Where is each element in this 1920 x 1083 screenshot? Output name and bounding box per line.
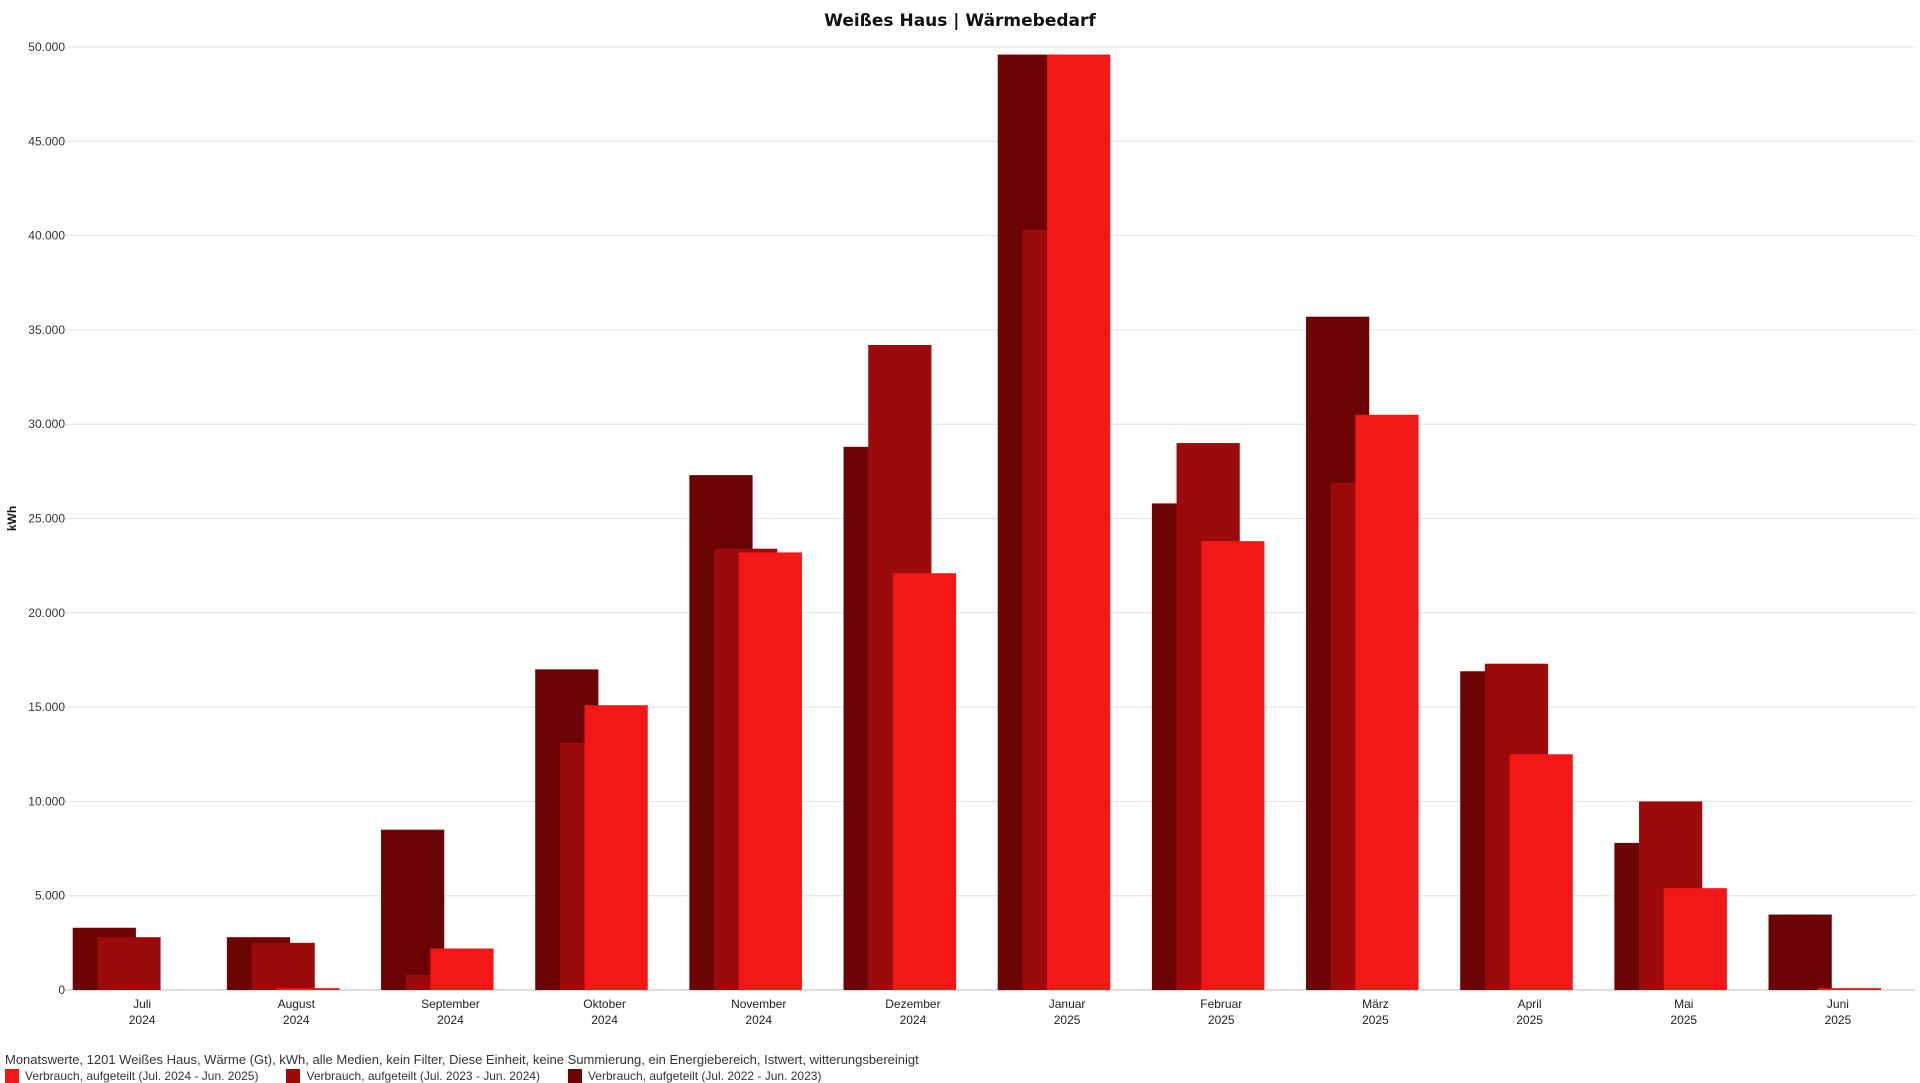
bar <box>738 552 802 990</box>
x-tick-label: November <box>731 997 786 1011</box>
x-tick-label: September <box>421 997 480 1011</box>
x-tick-label: 2025 <box>1054 1013 1081 1027</box>
x-tick-label: Februar <box>1200 997 1242 1011</box>
legend-swatch <box>567 1069 582 1083</box>
bar <box>1509 754 1573 990</box>
bar <box>1768 914 1832 990</box>
y-tick-label: 50.000 <box>28 40 65 54</box>
bar-series <box>72 54 1882 990</box>
x-tick-label: Juni <box>1827 997 1849 1011</box>
x-axis-ticks: Juli 2024 August 2024 September 2024 Oktober 20… <box>129 997 1852 1027</box>
y-tick-label: 15.000 <box>28 700 65 714</box>
x-tick-label: März <box>1362 997 1389 1011</box>
x-tick-label: 2024 <box>129 1013 156 1027</box>
x-tick-label: Dezember <box>885 997 940 1011</box>
bar <box>1047 54 1111 990</box>
y-tick-label: 40.000 <box>28 229 65 243</box>
y-axis-label: kWh <box>5 506 19 531</box>
bar <box>276 988 340 990</box>
bar <box>97 937 161 990</box>
y-tick-label: 30.000 <box>28 417 65 431</box>
bar <box>1663 888 1727 990</box>
x-tick-label: 2024 <box>745 1013 772 1027</box>
x-tick-label: 2024 <box>591 1013 618 1027</box>
x-tick-label: Mai <box>1674 997 1693 1011</box>
legend-label: Verbrauch, aufgeteilt (Jul. 2023 - Jun. … <box>306 1069 540 1083</box>
legend-swatch <box>286 1069 301 1083</box>
legend-label: Verbrauch, aufgeteilt (Jul. 2024 - Jun. … <box>25 1069 259 1083</box>
legend-swatch <box>5 1069 19 1083</box>
chart-description: Monatswerte, 1201 Weißes Haus, Wärme (Gt… <box>5 1052 919 1067</box>
x-tick-label: April <box>1518 997 1542 1011</box>
x-tick-label: 2025 <box>1516 1013 1543 1027</box>
legend-item: Verbrauch, aufgeteilt (Jul. 2023 - Jun. … <box>286 1069 540 1083</box>
legend-item: Verbrauch, aufgeteilt (Jul. 2022 - Jun. … <box>567 1069 822 1083</box>
bar <box>892 573 957 990</box>
x-tick-label: Oktober <box>583 997 626 1011</box>
bar <box>251 942 315 990</box>
y-tick-label: 20.000 <box>28 606 65 620</box>
legend-label: Verbrauch, aufgeteilt (Jul. 2022 - Jun. … <box>587 1069 822 1083</box>
legend-item: Verbrauch, aufgeteilt (Jul. 2024 - Jun. … <box>5 1069 258 1083</box>
x-tick-label: Januar <box>1049 997 1086 1011</box>
x-tick-label: August <box>278 997 316 1011</box>
y-tick-label: 10.000 <box>28 794 65 808</box>
x-tick-label: 2025 <box>1362 1013 1389 1027</box>
y-tick-label: 5.000 <box>35 889 65 903</box>
y-tick-label: 35.000 <box>28 323 65 337</box>
x-tick-label: 2025 <box>1825 1013 1852 1027</box>
bar <box>1355 414 1419 990</box>
bar <box>430 948 494 990</box>
bar <box>584 705 648 990</box>
y-axis-ticks: 0 5.000 10.000 15.000 20.000 25.000 30.000 35.0… <box>28 40 65 997</box>
legend: Verbrauch, aufgeteilt (Jul. 2024 - Jun. … <box>5 1069 821 1083</box>
bar <box>1201 541 1265 990</box>
x-tick-label: 2024 <box>900 1013 927 1027</box>
bar <box>1817 988 1882 990</box>
y-tick-label: 25.000 <box>28 512 65 526</box>
y-tick-label: 45.000 <box>28 134 65 148</box>
x-tick-label: 2024 <box>283 1013 310 1027</box>
y-tick-label: 0 <box>58 983 65 997</box>
x-tick-label: 2025 <box>1670 1013 1697 1027</box>
grid-lines <box>65 46 1915 991</box>
x-tick-label: 2025 <box>1208 1013 1235 1027</box>
x-tick-label: 2024 <box>437 1013 464 1027</box>
chart-title: Weißes Haus | Wärmebedarf <box>824 11 1096 31</box>
x-tick-label: Juli <box>133 997 151 1011</box>
